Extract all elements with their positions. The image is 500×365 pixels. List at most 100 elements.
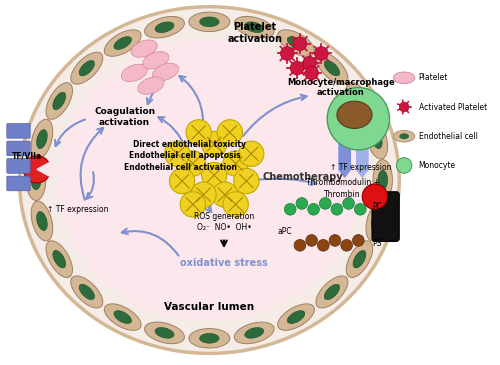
Circle shape — [331, 203, 343, 215]
FancyBboxPatch shape — [7, 176, 30, 191]
Text: Endothelial cell: Endothelial cell — [418, 132, 478, 141]
Ellipse shape — [200, 333, 219, 343]
Circle shape — [400, 102, 409, 112]
Text: ↑ TF expression: ↑ TF expression — [47, 205, 108, 214]
Ellipse shape — [337, 101, 372, 128]
Circle shape — [396, 158, 412, 173]
Circle shape — [294, 239, 306, 251]
Ellipse shape — [144, 322, 184, 344]
Ellipse shape — [200, 17, 219, 27]
Circle shape — [280, 47, 294, 60]
Text: activation: activation — [228, 34, 282, 44]
Text: Endothelial cell apoptosis: Endothelial cell apoptosis — [129, 151, 241, 160]
Ellipse shape — [288, 36, 305, 50]
Polygon shape — [37, 161, 54, 178]
Text: PS: PS — [372, 239, 382, 248]
Ellipse shape — [378, 170, 388, 190]
Circle shape — [352, 235, 364, 246]
Ellipse shape — [53, 250, 66, 268]
Ellipse shape — [142, 51, 169, 69]
Circle shape — [293, 37, 306, 50]
Ellipse shape — [131, 40, 157, 57]
Ellipse shape — [278, 304, 314, 330]
Ellipse shape — [20, 7, 400, 353]
Ellipse shape — [288, 311, 305, 323]
Ellipse shape — [114, 311, 132, 323]
Ellipse shape — [372, 130, 382, 149]
Text: Endothelial cell activation: Endothelial cell activation — [124, 163, 236, 172]
Text: TF/VIIa: TF/VIIa — [12, 151, 42, 160]
Circle shape — [202, 131, 227, 157]
Text: activation: activation — [317, 88, 364, 97]
Text: Platelet: Platelet — [418, 73, 448, 82]
Ellipse shape — [189, 12, 230, 32]
Text: aPC: aPC — [277, 227, 291, 236]
Circle shape — [303, 57, 316, 70]
Ellipse shape — [58, 39, 360, 321]
Ellipse shape — [46, 241, 72, 277]
Text: Activated Platelet: Activated Platelet — [418, 103, 487, 112]
FancyBboxPatch shape — [338, 139, 351, 170]
Circle shape — [354, 203, 366, 215]
Circle shape — [180, 151, 206, 176]
Text: PC: PC — [372, 202, 382, 211]
Ellipse shape — [79, 61, 94, 76]
Ellipse shape — [346, 241, 372, 277]
Circle shape — [308, 203, 320, 215]
Circle shape — [296, 197, 308, 209]
Circle shape — [234, 168, 259, 194]
Ellipse shape — [31, 170, 41, 190]
Circle shape — [343, 197, 354, 209]
Circle shape — [318, 239, 329, 251]
Circle shape — [202, 162, 227, 188]
Text: Thrombin: Thrombin — [324, 190, 361, 199]
Text: ↑ TF expression: ↑ TF expression — [330, 163, 391, 172]
Circle shape — [305, 66, 318, 80]
Circle shape — [212, 182, 238, 207]
Ellipse shape — [373, 160, 392, 200]
Ellipse shape — [46, 82, 72, 119]
FancyBboxPatch shape — [7, 124, 30, 138]
Circle shape — [290, 61, 304, 75]
Text: Monocyte/macrophage: Monocyte/macrophage — [287, 78, 395, 87]
Text: Chemotherapy: Chemotherapy — [263, 172, 344, 182]
Ellipse shape — [372, 212, 382, 231]
Ellipse shape — [155, 327, 174, 338]
Circle shape — [186, 120, 212, 145]
Ellipse shape — [353, 92, 366, 110]
Ellipse shape — [71, 52, 103, 84]
Ellipse shape — [394, 130, 415, 142]
Circle shape — [180, 192, 206, 217]
Ellipse shape — [104, 304, 141, 330]
Ellipse shape — [316, 276, 348, 308]
Ellipse shape — [278, 30, 314, 56]
Text: oxidative stress: oxidative stress — [180, 258, 268, 268]
Circle shape — [223, 151, 248, 176]
Ellipse shape — [31, 119, 52, 159]
Ellipse shape — [36, 212, 48, 231]
Ellipse shape — [138, 77, 164, 94]
Ellipse shape — [155, 22, 174, 32]
FancyBboxPatch shape — [356, 139, 369, 170]
Text: Coagulation: Coagulation — [94, 107, 155, 116]
Ellipse shape — [36, 130, 48, 149]
Text: Platelet: Platelet — [234, 22, 276, 32]
Circle shape — [284, 203, 296, 215]
Text: ROS generation: ROS generation — [194, 212, 254, 220]
Text: Monocyte: Monocyte — [418, 161, 456, 170]
Ellipse shape — [26, 160, 46, 200]
Ellipse shape — [114, 36, 132, 50]
Circle shape — [164, 141, 190, 166]
Ellipse shape — [366, 201, 388, 241]
Circle shape — [217, 120, 242, 145]
Text: Direct endothelial toxicity: Direct endothelial toxicity — [134, 139, 246, 149]
FancyBboxPatch shape — [7, 159, 30, 173]
Circle shape — [238, 141, 264, 166]
Text: O₂⁻  NO•  OH•: O₂⁻ NO• OH• — [196, 223, 252, 232]
FancyBboxPatch shape — [372, 192, 400, 241]
Ellipse shape — [244, 22, 264, 32]
Circle shape — [327, 88, 390, 150]
Circle shape — [329, 235, 341, 246]
Polygon shape — [356, 169, 368, 177]
Circle shape — [314, 47, 328, 60]
